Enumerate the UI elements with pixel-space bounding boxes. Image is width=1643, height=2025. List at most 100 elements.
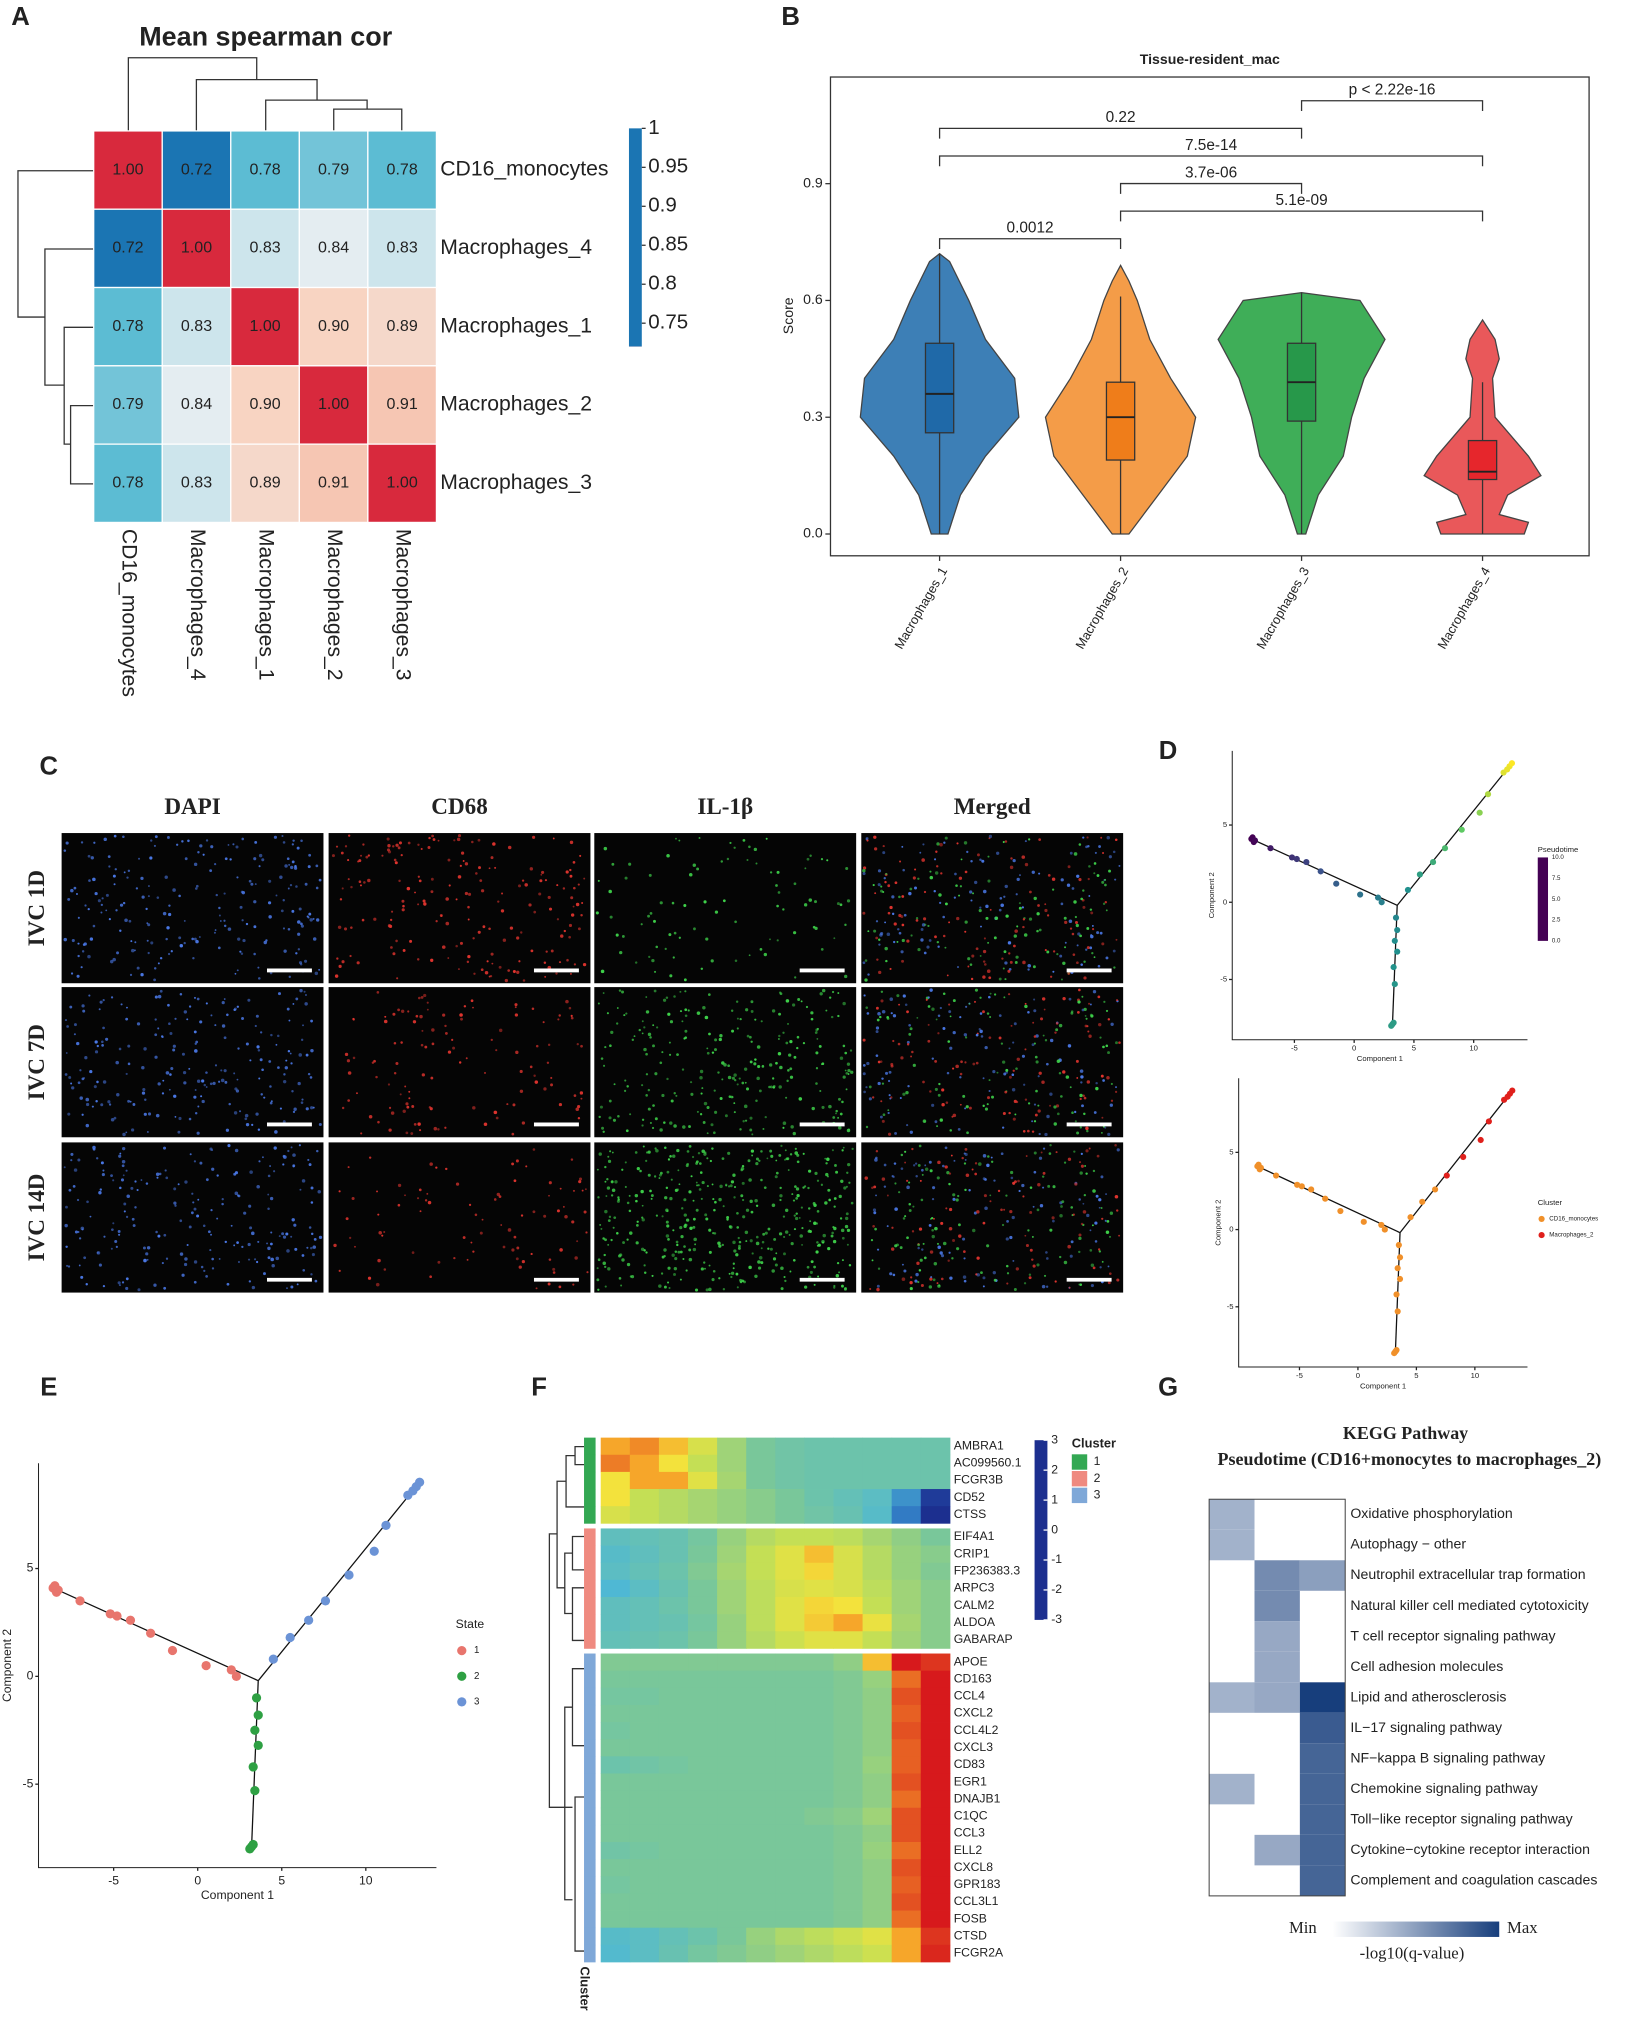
heatmap-cell: [658, 1739, 689, 1757]
cell-signal: [130, 1186, 134, 1190]
cell-signal: [1101, 1217, 1104, 1220]
cell-signal: [248, 1204, 252, 1208]
cell-signal: [979, 906, 982, 909]
heatmap-cell: [746, 1876, 776, 1894]
heatmap-cell: [688, 1562, 718, 1581]
cell-signal: [586, 1271, 589, 1274]
cell-signal: [63, 937, 68, 942]
heatmap-cell: [1209, 1773, 1255, 1805]
cell-signal: [844, 1216, 849, 1221]
cell-signal: [245, 922, 249, 926]
cell-signal: [310, 1246, 313, 1250]
heatmap-cell: [862, 1489, 893, 1507]
cell-signal: [168, 912, 172, 917]
cell-signal: [134, 941, 137, 944]
cell-signal: [504, 978, 509, 983]
cell-signal: [967, 957, 971, 961]
cell-signal: [876, 958, 879, 961]
panel-label: E: [40, 1374, 57, 1402]
cell-point: [344, 1570, 354, 1580]
comparison-bracket: [938, 155, 1484, 167]
cell-signal: [417, 903, 420, 906]
cell-signal: [1012, 859, 1016, 863]
row-label: NF−kappa B signaling pathway: [1350, 1749, 1546, 1765]
cell-signal: [714, 1038, 718, 1042]
cell-signal: [785, 1096, 788, 1099]
cell-signal: [634, 1193, 639, 1198]
cell-signal: [837, 1116, 840, 1119]
cell-signal: [815, 1067, 819, 1070]
cell-point: [146, 1628, 156, 1638]
heatmap-cell: [629, 1876, 660, 1894]
cell-signal: [749, 1116, 753, 1120]
cell-signal: [1011, 1088, 1016, 1092]
heatmap-cell: [1209, 1682, 1255, 1713]
cell-signal: [415, 1014, 419, 1018]
column-header: CD68: [431, 793, 487, 819]
cell-signal: [511, 1162, 515, 1166]
cell-signal: [688, 1190, 692, 1194]
cell-signal: [233, 1172, 237, 1176]
cell-signal: [479, 1231, 483, 1235]
cell-signal: [604, 1285, 607, 1288]
cell-signal: [733, 1111, 736, 1114]
cell-signal: [1038, 1156, 1043, 1160]
heatmap-cell: [658, 1614, 689, 1632]
cell-signal: [844, 1224, 849, 1229]
cell-signal: [948, 921, 951, 924]
cell-signal: [928, 1160, 932, 1164]
cell-label: 0.89: [387, 317, 418, 335]
cell-signal: [1023, 1083, 1026, 1086]
cell-signal: [865, 1086, 868, 1089]
cell-signal: [1025, 1155, 1028, 1157]
cell-signal: [577, 1105, 581, 1109]
cell-signal: [771, 1203, 776, 1208]
heatmap-cell: [920, 1545, 951, 1564]
cell-signal: [377, 1258, 381, 1263]
cell-signal: [679, 990, 682, 993]
heatmap-cell: [161, 286, 232, 367]
heatmap-cell: [891, 1773, 922, 1791]
cell-signal: [73, 1023, 77, 1027]
cell-signal: [147, 951, 150, 955]
cell-signal: [1055, 1022, 1059, 1025]
cell-signal: [1078, 1233, 1082, 1237]
heatmap-cell: [600, 1927, 631, 1946]
cell-signal: [578, 1177, 583, 1181]
cell-signal: [66, 1025, 69, 1028]
micrograph: [861, 1142, 1124, 1293]
cell-signal: [1086, 1129, 1089, 1133]
cell-signal: [757, 1266, 762, 1270]
cell-signal: [1000, 1152, 1004, 1156]
cell-signal: [430, 890, 434, 894]
cell-signal: [121, 1164, 125, 1168]
cell-signal: [119, 929, 122, 932]
cluster-strip: [584, 1506, 596, 1524]
cell-signal: [654, 970, 657, 973]
cell-signal: [734, 920, 737, 924]
heatmap-cell: [746, 1842, 776, 1860]
cell-signal: [877, 869, 882, 873]
heatmap-cell: [833, 1471, 864, 1490]
cell-signal: [1007, 941, 1012, 945]
cell-signal: [1090, 1263, 1095, 1268]
cell-signal: [225, 1128, 230, 1132]
cell-signal: [1100, 1207, 1103, 1209]
cell-signal: [764, 1231, 768, 1235]
cell-signal: [532, 835, 536, 839]
cell-signal: [496, 1192, 501, 1197]
cell-signal: [117, 1281, 121, 1285]
cell-point: [1394, 948, 1401, 955]
heatmap-cell: [717, 1824, 747, 1843]
cell-signal: [942, 934, 946, 938]
cell-signal: [1016, 1057, 1020, 1062]
heatmap-cell: [688, 1893, 718, 1911]
cell-signal: [435, 1166, 438, 1169]
cell-signal: [205, 839, 209, 842]
cell-signal: [778, 1034, 781, 1038]
cell-signal: [111, 1228, 114, 1232]
cell-signal: [96, 1251, 101, 1255]
heatmap-cell: [746, 1454, 776, 1473]
cell-signal: [604, 1180, 607, 1183]
cell-signal: [1018, 1189, 1021, 1193]
